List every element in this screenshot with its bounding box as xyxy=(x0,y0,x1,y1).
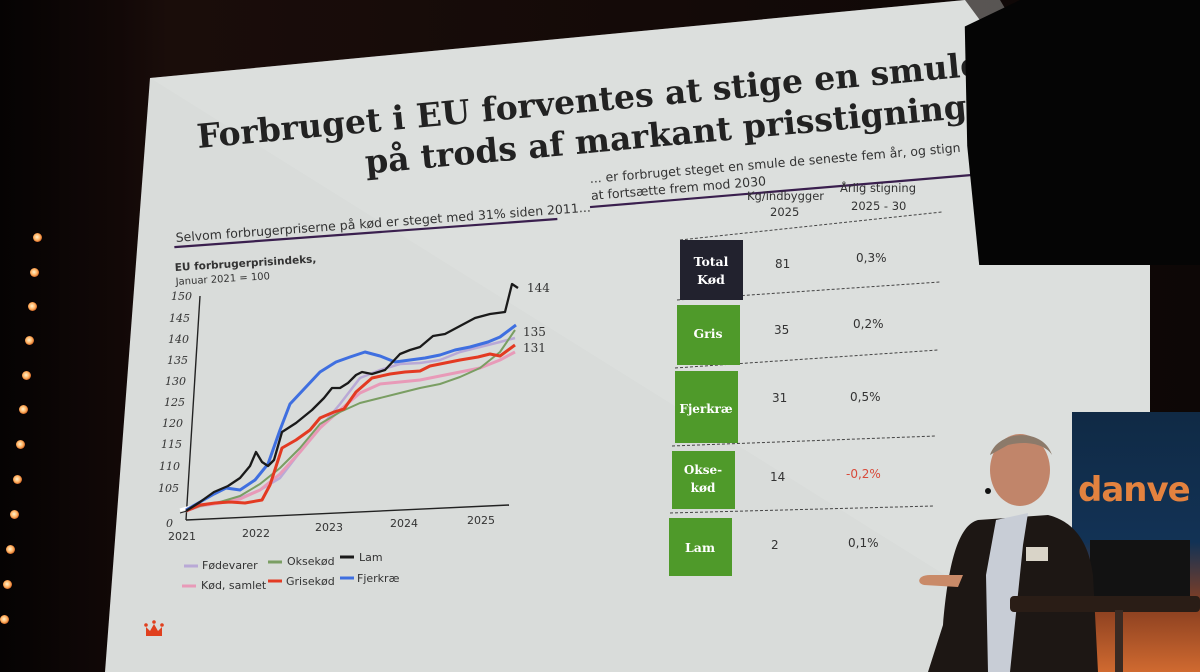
series-fjerkrae xyxy=(185,323,517,512)
svg-text:Fjerkræ: Fjerkræ xyxy=(679,402,732,416)
svg-text:130: 130 xyxy=(165,375,186,388)
banner-logo-text: danve xyxy=(1078,470,1191,510)
series-oksekod xyxy=(185,329,516,512)
svg-text:2022: 2022 xyxy=(242,527,270,540)
svg-text:-0,2%: -0,2% xyxy=(846,467,881,481)
x-axis xyxy=(185,504,510,521)
table-header: Kg/indbygger 2025 Årlig stigning 2025 - … xyxy=(747,180,916,219)
svg-text:14: 14 xyxy=(770,470,785,484)
table-row-oksekod: Okse- kød 14 -0,2% xyxy=(672,451,881,509)
svg-text:2025: 2025 xyxy=(467,514,495,527)
svg-text:2025 - 30: 2025 - 30 xyxy=(851,199,906,213)
table-row-total-kod: Total Kød 81 0,3% xyxy=(680,240,887,300)
legend-oksekod: Oksekød xyxy=(287,555,335,568)
series-grisekod xyxy=(185,343,516,513)
svg-text:125: 125 xyxy=(164,396,185,409)
svg-text:150: 150 xyxy=(171,290,192,303)
svg-text:Gris: Gris xyxy=(693,326,722,341)
legend-kod-samlet: Kød, samlet xyxy=(201,579,267,592)
svg-text:135: 135 xyxy=(167,354,188,367)
svg-text:0: 0 xyxy=(166,517,173,530)
presenter xyxy=(919,434,1098,672)
table-row-lam: Lam 2 0,1% xyxy=(669,518,879,576)
legend-fjerkrae: Fjerkræ xyxy=(357,572,400,585)
svg-text:35: 35 xyxy=(774,323,789,337)
svg-text:115: 115 xyxy=(161,438,182,451)
legend-fodevarer: Fødevarer xyxy=(202,559,258,572)
y-tick-labels: 150 145 140 135 130 125 120 115 110 105 … xyxy=(158,290,192,530)
svg-text:110: 110 xyxy=(159,460,180,473)
end-value-labels: 144 135 131 xyxy=(523,281,550,355)
svg-text:0,1%: 0,1% xyxy=(848,536,879,550)
svg-text:2023: 2023 xyxy=(315,521,343,534)
svg-text:145: 145 xyxy=(169,312,190,325)
svg-text:31: 31 xyxy=(772,391,787,405)
table-dividers xyxy=(669,211,943,514)
svg-text:105: 105 xyxy=(158,482,179,495)
svg-text:2021: 2021 xyxy=(168,530,196,543)
slide-surface xyxy=(105,0,1150,672)
svg-text:0,2%: 0,2% xyxy=(853,317,884,331)
svg-text:131: 131 xyxy=(523,341,546,355)
svg-text:140: 140 xyxy=(168,333,189,346)
podium-table xyxy=(1010,596,1200,612)
x-tick-labels: 2021 2022 2023 2024 2025 xyxy=(168,514,495,543)
legend-grisekod: Grisekød xyxy=(286,575,335,588)
svg-text:0,3%: 0,3% xyxy=(856,251,887,265)
svg-text:2024: 2024 xyxy=(390,517,418,530)
table-row-fjerkrae: Fjerkræ 31 0,5% xyxy=(675,371,881,443)
svg-text:2025: 2025 xyxy=(770,205,799,219)
svg-text:Kg/indbygger: Kg/indbygger xyxy=(747,189,824,203)
crown-logo-icon xyxy=(144,620,164,636)
svg-text:81: 81 xyxy=(775,257,790,271)
stage-monitor xyxy=(1090,540,1190,598)
wall-lights xyxy=(0,0,60,672)
svg-text:kød: kød xyxy=(691,481,716,495)
svg-text:Kød: Kød xyxy=(697,272,725,287)
chart-legend: Fødevarer Oksekød Lam Kød, samlet Grisek… xyxy=(182,551,400,592)
loudspeaker xyxy=(964,0,1200,265)
svg-text:120: 120 xyxy=(162,417,183,430)
svg-text:144: 144 xyxy=(527,281,550,295)
legend-lam: Lam xyxy=(359,551,383,564)
line-chart: 150 145 140 135 130 125 120 115 110 105 … xyxy=(158,281,550,592)
svg-text:2: 2 xyxy=(771,538,779,552)
series-lam xyxy=(185,282,519,512)
svg-text:Total: Total xyxy=(694,254,729,269)
podium-stand xyxy=(1115,610,1123,672)
y-axis xyxy=(185,295,201,521)
svg-text:135: 135 xyxy=(523,325,546,339)
svg-text:0,5%: 0,5% xyxy=(850,390,881,404)
svg-text:Okse-: Okse- xyxy=(684,463,722,477)
svg-text:Årlig stigning: Årlig stigning xyxy=(840,180,916,195)
svg-text:Lam: Lam xyxy=(685,540,715,555)
table-row-gris: Gris 35 0,2% xyxy=(677,305,884,365)
